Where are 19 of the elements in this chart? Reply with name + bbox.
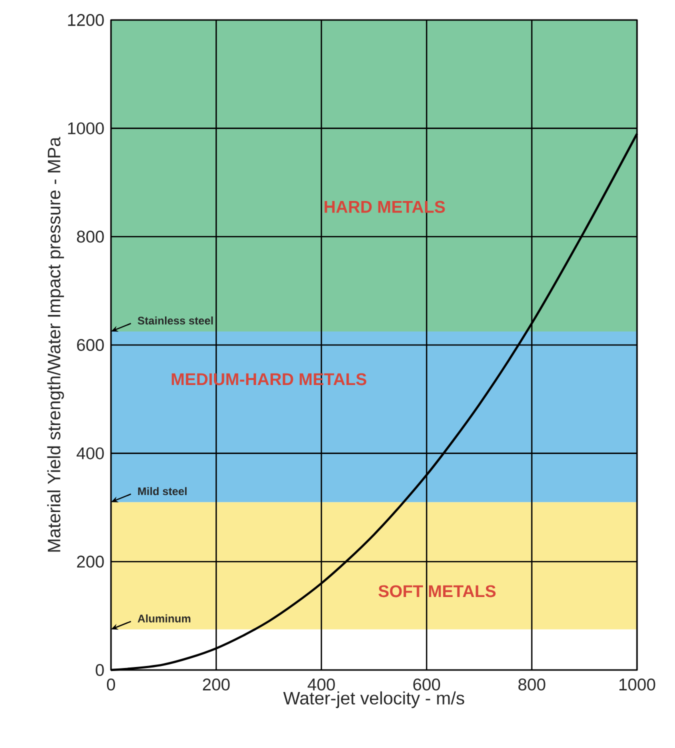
annotation: Mild steel	[138, 487, 187, 496]
x-tick-label: 600	[413, 678, 440, 690]
y-tick-label: 400	[76, 447, 104, 460]
x-tick-label: 0	[106, 678, 116, 690]
y-tick-label: 800	[76, 230, 104, 243]
x-tick-label: 800	[518, 678, 546, 690]
x-axis-title: Water-jet velocity - m/s	[283, 691, 464, 708]
annotation: Stainless steel	[138, 316, 213, 325]
y-tick-label: 1200	[68, 14, 104, 26]
y-tick-label: 600	[77, 339, 104, 351]
band-label: SOFT METALS	[378, 585, 496, 598]
y-tick-label: 200	[77, 556, 104, 568]
x-tick-label: 1000	[619, 678, 656, 690]
y-tick-label: 1000	[68, 122, 104, 134]
y-tick-label: 0	[96, 664, 104, 676]
x-tick-label: 400	[308, 678, 335, 690]
y-axis-title: Material Yield strength/Water Impact pressure - MPa	[47, 136, 64, 552]
annotation: Aluminum	[138, 614, 190, 622]
x-tick-label: 200	[202, 678, 230, 690]
